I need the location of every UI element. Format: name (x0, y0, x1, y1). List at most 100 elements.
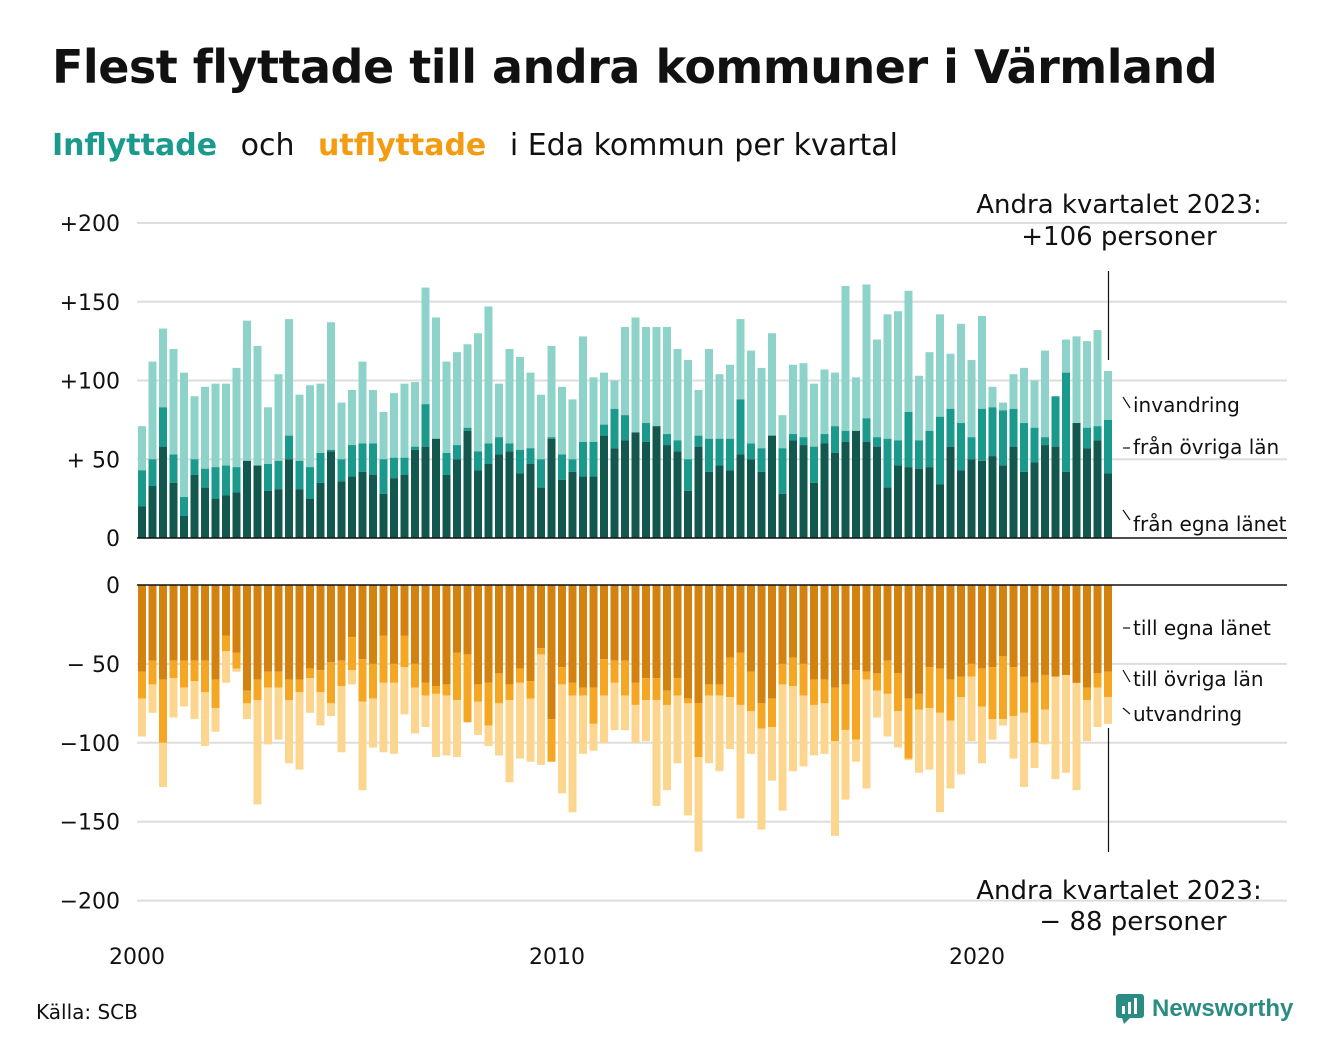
bar-till-ovriga-lan (432, 685, 440, 694)
bar-fran-ovriga-lan (873, 437, 881, 447)
bar-till-egna-lanet (348, 585, 356, 638)
bar-till-egna-lanet (274, 585, 283, 672)
bar-utvandring (915, 709, 923, 773)
bar-fran-egna-lanet (327, 451, 335, 538)
bar-till-egna-lanet (726, 585, 734, 658)
bar-invandring (589, 377, 598, 442)
bar-fran-ovriga-lan (579, 441, 587, 477)
bar-fran-ovriga-lan (946, 408, 955, 447)
bar-till-ovriga-lan (904, 698, 913, 759)
bar-fran-egna-lanet (295, 489, 304, 538)
bar-till-egna-lanet (148, 585, 157, 661)
bar-invandring (852, 377, 860, 431)
bar-fran-ovriga-lan (516, 449, 524, 474)
bar-fran-ovriga-lan (925, 430, 934, 468)
bar-utvandring (778, 684, 787, 811)
bar-utvandring (694, 757, 703, 852)
bar-fran-egna-lanet (1072, 423, 1081, 538)
xtick-year-2020: 2020 (949, 945, 1005, 970)
bar-utvandring (474, 701, 482, 735)
bar-utvandring (1009, 715, 1018, 759)
bar-fran-ovriga-lan (264, 463, 272, 491)
bars-inflyttade (138, 284, 1112, 538)
bar-fran-ovriga-lan (621, 415, 629, 441)
bar-till-egna-lanet (642, 585, 650, 679)
bar-fran-egna-lanet (579, 476, 587, 538)
bar-invandring (148, 361, 157, 460)
bar-fran-egna-lanet (211, 498, 220, 538)
bar-till-ovriga-lan (1020, 676, 1028, 713)
bar-fran-ovriga-lan (831, 426, 839, 453)
bar-till-ovriga-lan (505, 684, 514, 701)
bar-fran-egna-lanet (547, 438, 556, 538)
bar-till-egna-lanet (390, 585, 398, 664)
bar-fran-egna-lanet (285, 459, 293, 538)
brand-name: Newsworthy (1152, 995, 1294, 1022)
bar-invandring (936, 314, 944, 417)
bar-fran-ovriga-lan (663, 434, 671, 446)
bar-invandring (1062, 339, 1070, 373)
bar-till-ovriga-lan (684, 698, 692, 704)
bar-till-ovriga-lan (264, 671, 272, 688)
bar-invandring (694, 389, 703, 436)
bar-fran-egna-lanet (589, 476, 598, 538)
bar-invandring (915, 375, 923, 441)
bar-till-egna-lanet (474, 585, 482, 685)
bar-utvandring (306, 678, 314, 713)
bar-fran-ovriga-lan (495, 437, 503, 455)
bar-invandring (726, 364, 734, 439)
bar-invandring (673, 349, 682, 441)
bar-utvandring (222, 651, 230, 683)
bar-till-ovriga-lan (967, 663, 976, 677)
subtitle-utflyttade: utflyttade (318, 128, 487, 163)
annotation-top-line1: Andra kvartalet 2023: (976, 190, 1261, 220)
bar-till-egna-lanet (925, 585, 934, 668)
bar-fran-ovriga-lan (463, 427, 472, 431)
bar-fran-egna-lanet (148, 486, 157, 538)
bar-fran-egna-lanet (694, 446, 703, 538)
bar-fran-egna-lanet (631, 432, 640, 538)
bar-fran-ovriga-lan (547, 437, 556, 439)
bar-fran-ovriga-lan (589, 441, 598, 477)
bar-utvandring (495, 703, 503, 756)
bar-utvandring (999, 719, 1007, 726)
bar-invandring (453, 352, 461, 446)
bar-till-ovriga-lan (159, 679, 167, 743)
bar-invandring (652, 326, 661, 427)
bar-invandring (715, 374, 724, 439)
bar-till-egna-lanet (568, 585, 577, 683)
bar-utvandring (1083, 700, 1091, 742)
bar-till-ovriga-lan (537, 648, 545, 655)
bar-fran-egna-lanet (337, 481, 346, 538)
bar-invandring (978, 315, 986, 409)
bar-invandring (988, 386, 997, 408)
bar-fran-egna-lanet (894, 465, 902, 538)
bar-till-egna-lanet (495, 585, 503, 674)
bar-till-egna-lanet (211, 585, 220, 680)
bar-fran-egna-lanet (841, 441, 850, 538)
bar-invandring (967, 360, 976, 438)
bar-invandring (568, 399, 577, 460)
bar-till-ovriga-lan (925, 667, 934, 709)
bar-fran-ovriga-lan (999, 410, 1007, 466)
bar-invandring (1093, 330, 1102, 427)
bar-utvandring (841, 730, 850, 800)
bar-till-ovriga-lan (453, 652, 461, 701)
bar-fran-ovriga-lan (505, 443, 514, 452)
bar-fran-egna-lanet (789, 440, 797, 538)
bar-fran-ovriga-lan (600, 424, 608, 436)
bar-till-egna-lanet (852, 585, 860, 671)
bar-utvandring (316, 692, 325, 726)
label-tick-top-2 (1122, 509, 1131, 521)
bar-utvandring (736, 704, 745, 819)
bar-till-ovriga-lan (652, 678, 661, 701)
bar-fran-ovriga-lan (148, 459, 157, 487)
bar-utvandring (642, 700, 650, 742)
bar-invandring (327, 322, 335, 450)
bar-fran-egna-lanet (169, 482, 178, 538)
bar-till-egna-lanet (999, 585, 1007, 657)
bar-invandring (474, 333, 482, 452)
bar-till-ovriga-lan (820, 679, 829, 704)
bar-fran-egna-lanet (715, 465, 724, 538)
bar-fran-ovriga-lan (642, 423, 650, 442)
